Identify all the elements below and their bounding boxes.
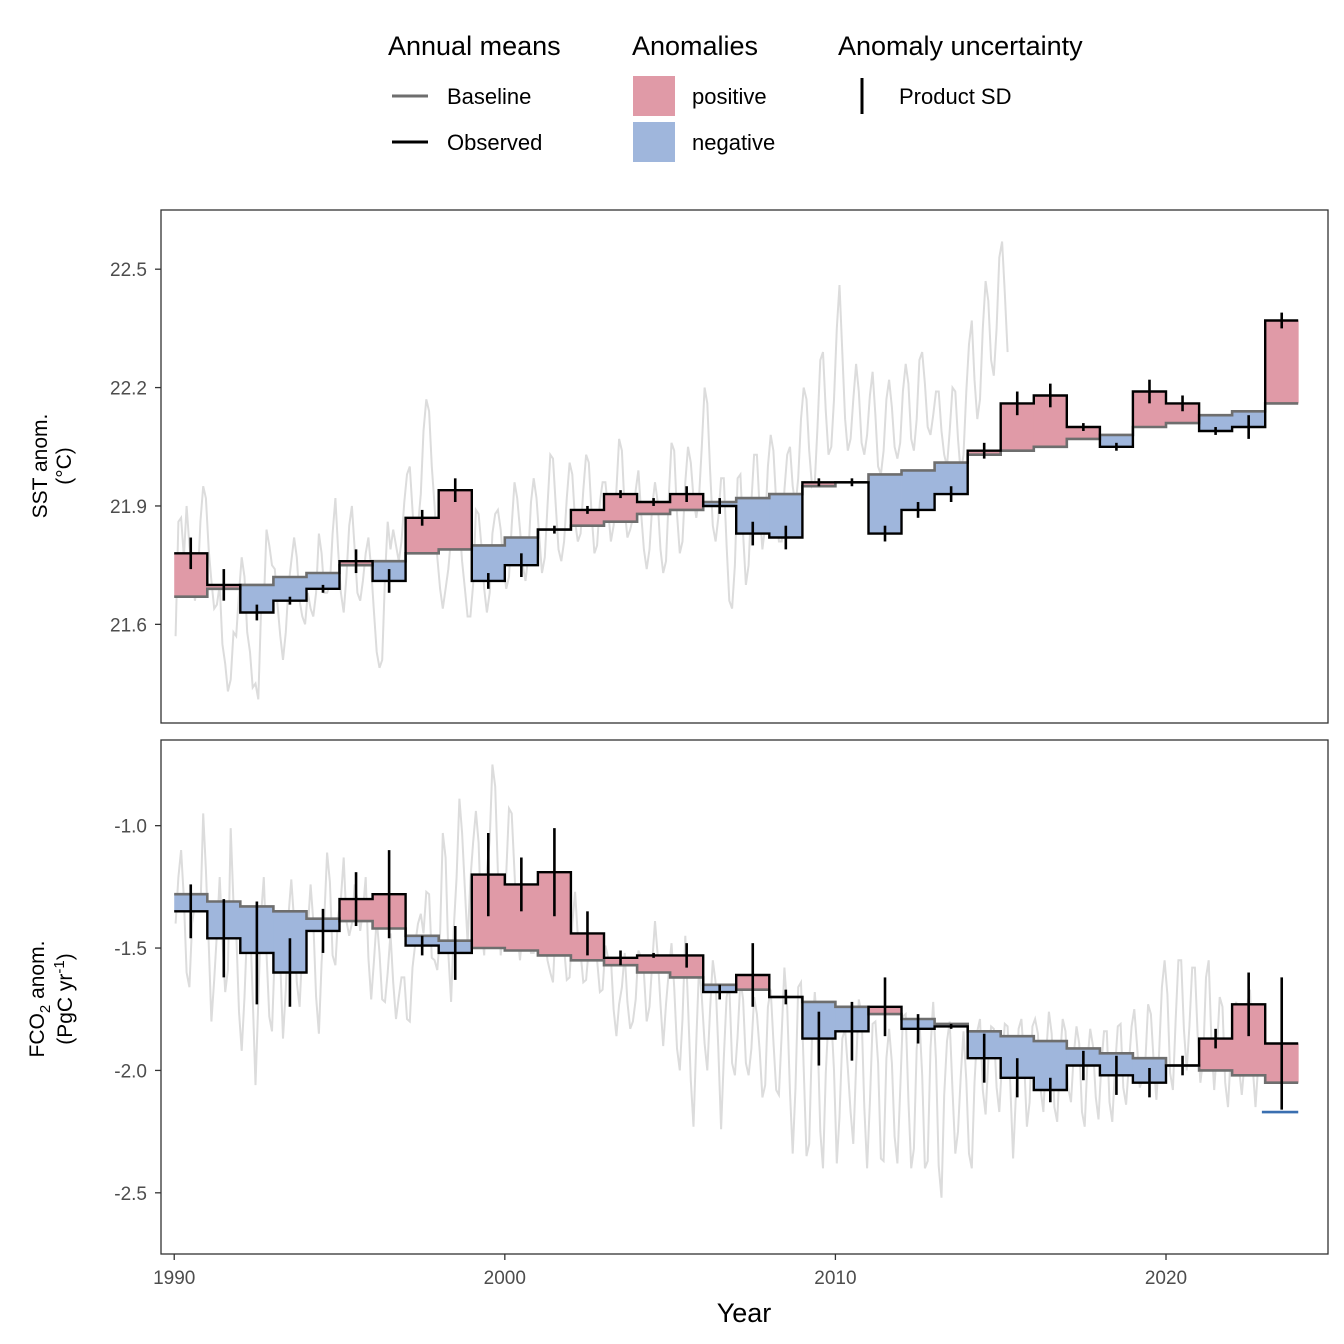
sst-ytick-label-0: 21.6 — [110, 615, 147, 636]
sst-observed-line — [174, 319, 1299, 614]
legend-key-negative — [633, 122, 675, 162]
legend-key-positive — [633, 76, 675, 116]
sst-ylabel-line1: SST anom. — [29, 414, 52, 519]
sst-y-axis: 21.6 21.9 22.2 22.5 — [110, 260, 161, 636]
sst-anomaly-2021 — [1199, 415, 1233, 431]
sst-baseline-series — [174, 402, 1299, 598]
legend-title-anomalies: Anomalies — [632, 31, 758, 61]
x-tick-label-2020: 2020 — [1145, 1268, 1187, 1289]
fco2-ytick-label-0: -1.0 — [114, 817, 147, 838]
legend: Annual means Baseline Observed Anomalies… — [388, 31, 1083, 162]
legend-label-negative: negative — [692, 130, 775, 155]
x-tick-label-1990: 1990 — [153, 1268, 195, 1289]
sst-anomaly-2017 — [1066, 427, 1101, 439]
sst-anomaly-2018 — [1099, 434, 1134, 447]
sst-monthly-series — [174, 241, 1009, 700]
sst-anomaly-2011 — [868, 474, 902, 534]
legend-label-baseline: Baseline — [447, 84, 531, 109]
fco2-ytick-label-1: -1.5 — [114, 939, 147, 960]
fco2-panel-border — [160, 739, 1329, 1255]
fco2-ylabel-line2: (PgC yr-1) — [51, 953, 77, 1045]
x-tick-label-2010: 2010 — [814, 1268, 856, 1289]
sst-uncertainty-bars — [189, 312, 1284, 621]
sst-ytick-label-3: 22.5 — [110, 260, 147, 281]
sst-observed-series — [174, 319, 1299, 614]
fco2-y-axis: -1.0 -1.5 -2.0 -2.5 — [114, 817, 161, 1205]
fco2-observed-line — [174, 871, 1299, 1092]
fco2-ytick-label-3: -2.5 — [114, 1184, 147, 1205]
sst-anomaly-areas — [174, 320, 1299, 613]
legend-title-uncertainty: Anomaly uncertainty — [838, 31, 1083, 61]
sst-baseline-line — [174, 402, 1299, 598]
x-tick-label-2000: 2000 — [484, 1268, 526, 1289]
legend-label-observed: Observed — [447, 130, 542, 155]
sst-panel: 21.6 21.9 22.2 22.5 SST anom. (°C) — [29, 209, 1329, 724]
sst-anomaly-2020 — [1166, 403, 1200, 424]
sst-anomaly-2023 — [1265, 320, 1299, 404]
fco2-ytick-label-2: -2.0 — [114, 1061, 147, 1082]
fco2-uncertainty-bars — [189, 828, 1284, 1110]
x-axis: 1990 2000 2010 2020 — [153, 1254, 1187, 1289]
sst-ylabel-line2: (°C) — [53, 447, 76, 485]
sst-anomaly-1993 — [273, 576, 307, 601]
sst-anomaly-2003 — [603, 494, 638, 522]
legend-label-product-sd: Product SD — [899, 84, 1012, 109]
x-axis-label: Year — [717, 1298, 772, 1328]
sst-anomaly-2004 — [637, 502, 671, 514]
fco2-ylabel-line1: FCO2 anom. — [26, 941, 54, 1058]
fco2-anomaly-2004 — [637, 955, 671, 973]
fco2-observed-series — [174, 871, 1299, 1092]
sst-anomaly-1994 — [306, 573, 340, 589]
sst-ytick-label-1: 21.9 — [110, 497, 147, 518]
sst-ytick-label-2: 22.2 — [110, 379, 147, 400]
legend-title-annual-means: Annual means — [388, 31, 561, 61]
sst-monthly-line — [174, 241, 1009, 700]
fco2-panel: -1.0 -1.5 -2.0 -2.5 FCO2 anom. (PgC yr-1) — [26, 739, 1329, 1255]
fco2-monthly-line — [174, 764, 1263, 1198]
sst-anomaly-2002 — [570, 509, 605, 526]
legend-label-positive: positive — [692, 84, 767, 109]
fco2-monthly-series — [174, 764, 1263, 1198]
sst-panel-border — [160, 209, 1329, 724]
